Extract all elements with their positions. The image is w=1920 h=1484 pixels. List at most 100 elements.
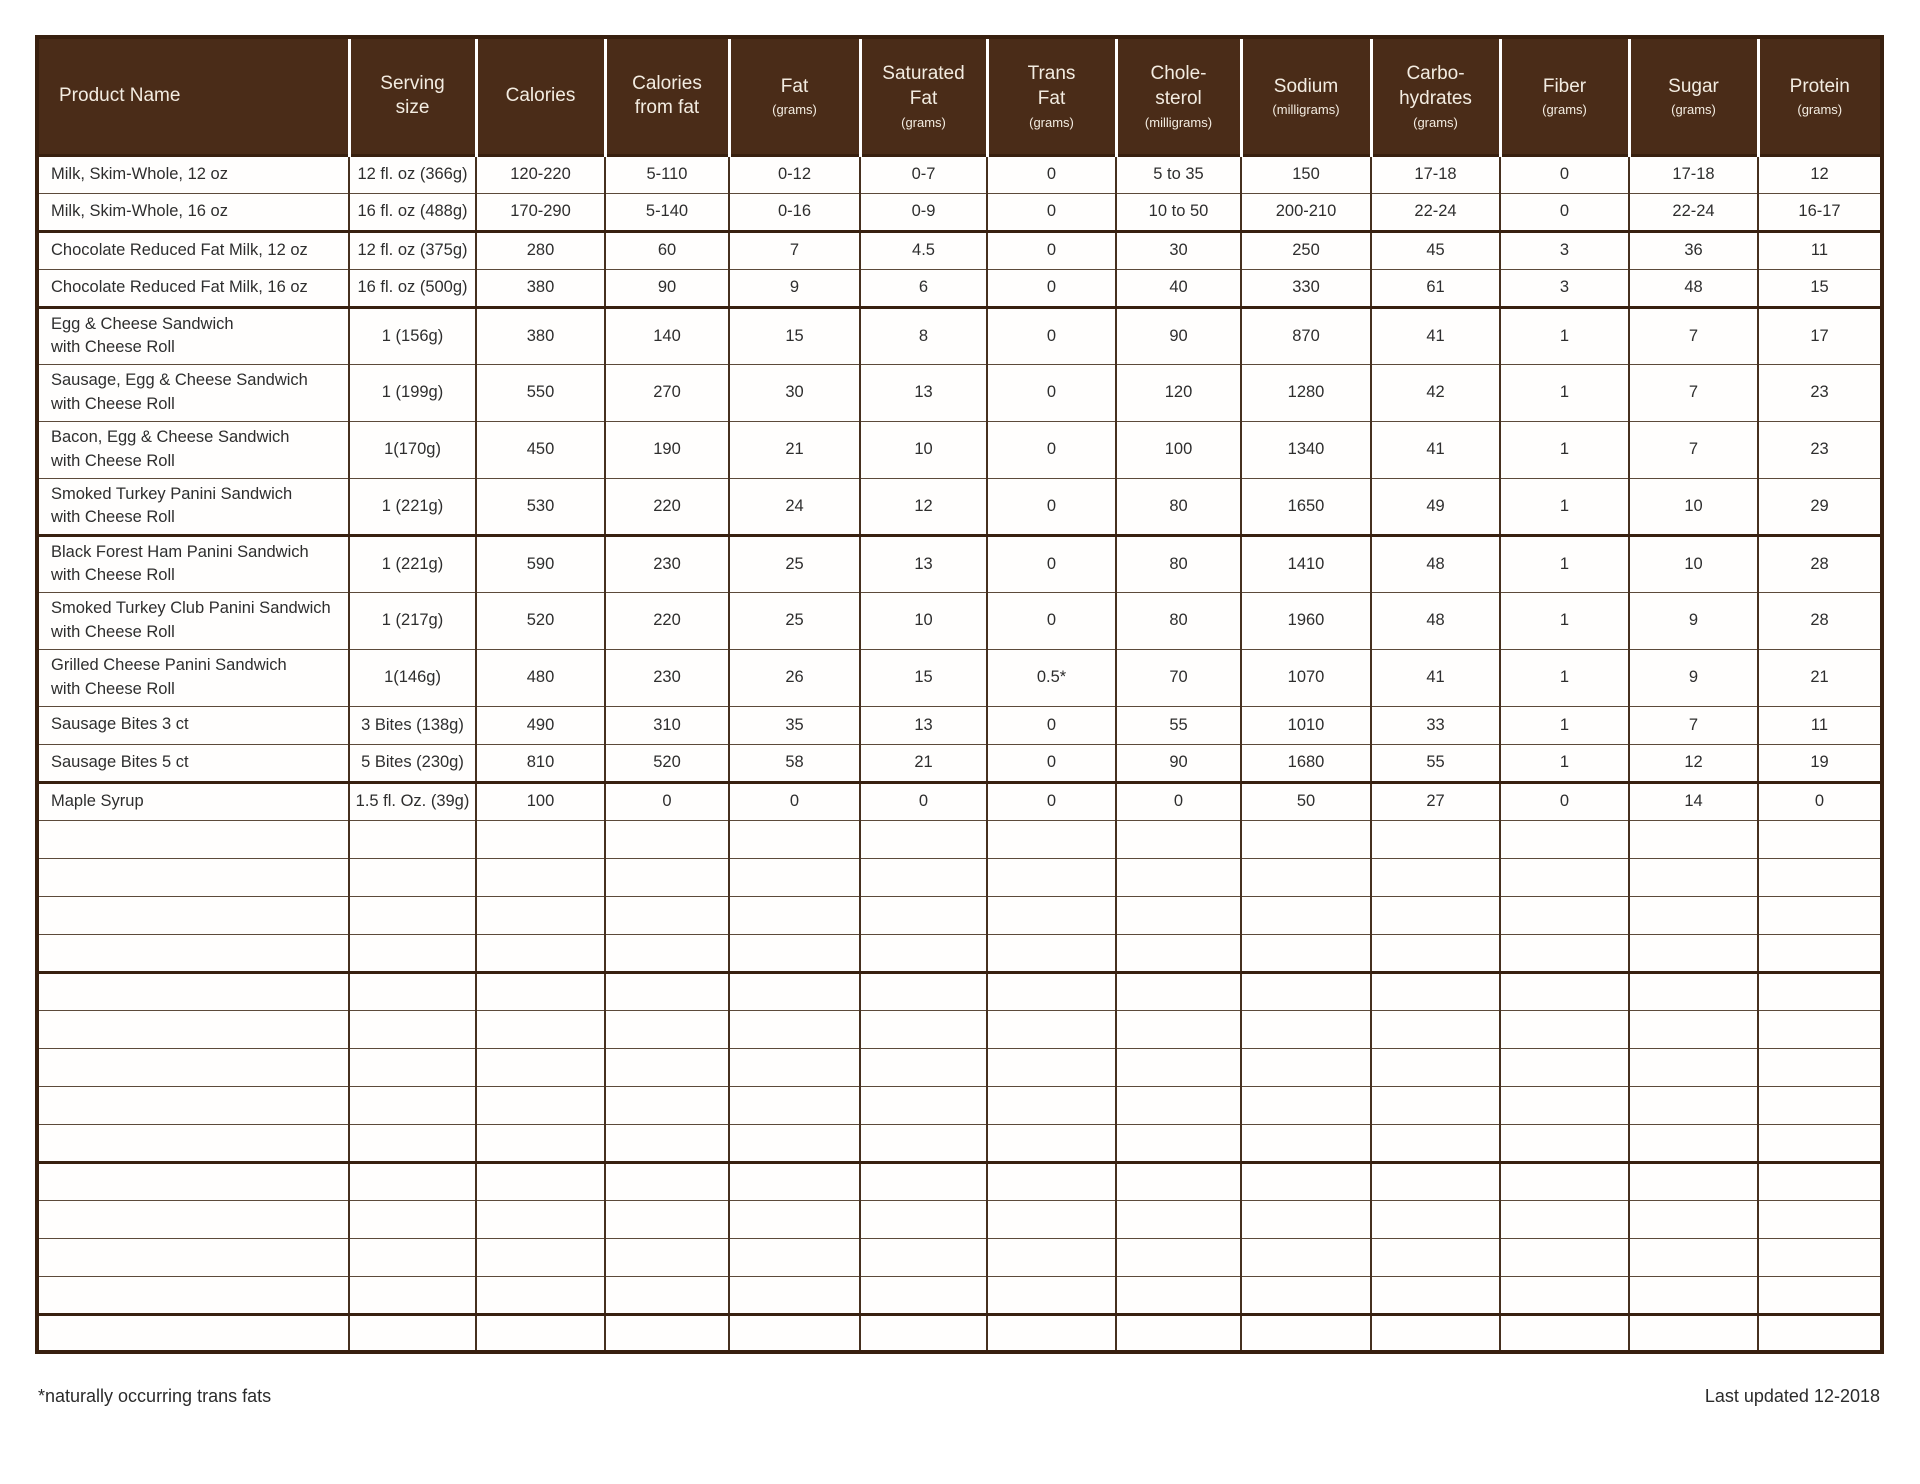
empty-cell — [475, 820, 605, 858]
empty-cell — [1115, 934, 1241, 972]
empty-cell — [1115, 896, 1241, 934]
value-cell: 3 Bites (138g) — [348, 706, 476, 744]
value-cell: 1 (156g) — [348, 307, 476, 364]
value-cell: 1410 — [1240, 535, 1371, 592]
value-cell: 250 — [1240, 231, 1371, 269]
empty-cell — [1757, 934, 1882, 972]
value-cell: 23 — [1757, 364, 1882, 421]
column-unit: (grams) — [1542, 102, 1587, 118]
product-name-cell: Bacon, Egg & Cheese Sandwich with Cheese… — [37, 421, 349, 478]
empty-cell — [1240, 1124, 1371, 1162]
empty-cell — [1370, 1314, 1500, 1352]
empty-row — [37, 1276, 1882, 1314]
empty-cell — [728, 820, 860, 858]
empty-cell — [475, 1124, 605, 1162]
empty-cell — [1757, 1124, 1882, 1162]
empty-cell — [1628, 858, 1758, 896]
value-cell: 10 — [1628, 478, 1758, 535]
empty-cell — [475, 972, 605, 1010]
value-cell: 0 — [986, 744, 1116, 782]
empty-cell — [604, 1162, 729, 1200]
empty-cell — [604, 1086, 729, 1124]
footnote: *naturally occurring trans fats — [38, 1386, 272, 1406]
value-cell: 17 — [1757, 307, 1882, 364]
empty-cell — [1499, 1124, 1629, 1162]
value-cell: 5-110 — [604, 155, 729, 193]
empty-cell — [1757, 1162, 1882, 1200]
empty-cell — [37, 1238, 349, 1276]
product-name-cell: Egg & Cheese Sandwich with Cheese Roll — [37, 307, 349, 364]
value-cell: 1 — [1499, 744, 1629, 782]
empty-cell — [1240, 934, 1371, 972]
value-cell: 70 — [1115, 649, 1241, 706]
empty-cell — [1370, 972, 1500, 1010]
product-name-cell: Maple Syrup — [37, 782, 349, 820]
value-cell: 50 — [1240, 782, 1371, 820]
value-cell: 0 — [986, 193, 1116, 231]
empty-cell — [1115, 820, 1241, 858]
value-cell: 1.5 fl. Oz. (39g) — [348, 782, 476, 820]
value-cell: 17-18 — [1628, 155, 1758, 193]
value-cell: 0 — [1757, 782, 1882, 820]
empty-cell — [1370, 1010, 1500, 1048]
value-cell: 7 — [1628, 421, 1758, 478]
value-cell: 61 — [1370, 269, 1500, 307]
empty-cell — [1240, 1238, 1371, 1276]
value-cell: 140 — [604, 307, 729, 364]
empty-cell — [1240, 1048, 1371, 1086]
empty-cell — [1628, 1124, 1758, 1162]
empty-cell — [859, 896, 987, 934]
value-cell: 590 — [475, 535, 605, 592]
empty-cell — [1499, 1162, 1629, 1200]
product-name-cell: Chocolate Reduced Fat Milk, 12 oz — [37, 231, 349, 269]
value-cell: 230 — [604, 649, 729, 706]
empty-cell — [1115, 858, 1241, 896]
value-cell: 41 — [1370, 649, 1500, 706]
value-cell: 380 — [475, 269, 605, 307]
empty-cell — [1499, 1086, 1629, 1124]
empty-cell — [1370, 1200, 1500, 1238]
table-row: Grilled Cheese Panini Sandwich with Chee… — [37, 649, 1882, 706]
value-cell: 12 fl. oz (366g) — [348, 155, 476, 193]
value-cell: 220 — [604, 592, 729, 649]
value-cell: 10 — [859, 421, 987, 478]
empty-cell — [604, 858, 729, 896]
empty-cell — [859, 1314, 987, 1352]
empty-cell — [37, 1314, 349, 1352]
empty-cell — [1115, 1276, 1241, 1314]
empty-cell — [986, 858, 1116, 896]
empty-row — [37, 1124, 1882, 1162]
empty-cell — [1115, 1162, 1241, 1200]
table-header: Product Name Serving size Calories Calories… — [37, 37, 1882, 155]
column-header-13: Protein (grams) — [1756, 37, 1882, 155]
value-cell: 1 — [1499, 478, 1629, 535]
empty-cell — [1370, 820, 1500, 858]
empty-cell — [1499, 1238, 1629, 1276]
value-cell: 90 — [1115, 744, 1241, 782]
value-cell: 10 to 50 — [1115, 193, 1241, 231]
value-cell: 5 Bites (230g) — [348, 744, 476, 782]
empty-cell — [348, 896, 476, 934]
empty-cell — [1115, 1314, 1241, 1352]
product-name-cell: Chocolate Reduced Fat Milk, 16 oz — [37, 269, 349, 307]
value-cell: 36 — [1628, 231, 1758, 269]
product-name-cell: Milk, Skim-Whole, 16 oz — [37, 193, 349, 231]
empty-cell — [475, 1086, 605, 1124]
empty-cell — [1757, 858, 1882, 896]
empty-cell — [348, 1238, 476, 1276]
value-cell: 1 — [1499, 307, 1629, 364]
column-label: Protein — [1789, 75, 1850, 97]
value-cell: 21 — [1757, 649, 1882, 706]
empty-cell — [859, 1048, 987, 1086]
value-cell: 1(170g) — [348, 421, 476, 478]
empty-row — [37, 1010, 1882, 1048]
column-label: Calories from fat — [632, 72, 702, 119]
empty-cell — [728, 1238, 860, 1276]
value-cell: 7 — [1628, 364, 1758, 421]
value-cell: 16-17 — [1757, 193, 1882, 231]
value-cell: 280 — [475, 231, 605, 269]
value-cell: 120-220 — [475, 155, 605, 193]
empty-cell — [1628, 1276, 1758, 1314]
table-row: Chocolate Reduced Fat Milk, 16 oz 16 fl. … — [37, 269, 1882, 307]
value-cell: 58 — [728, 744, 860, 782]
